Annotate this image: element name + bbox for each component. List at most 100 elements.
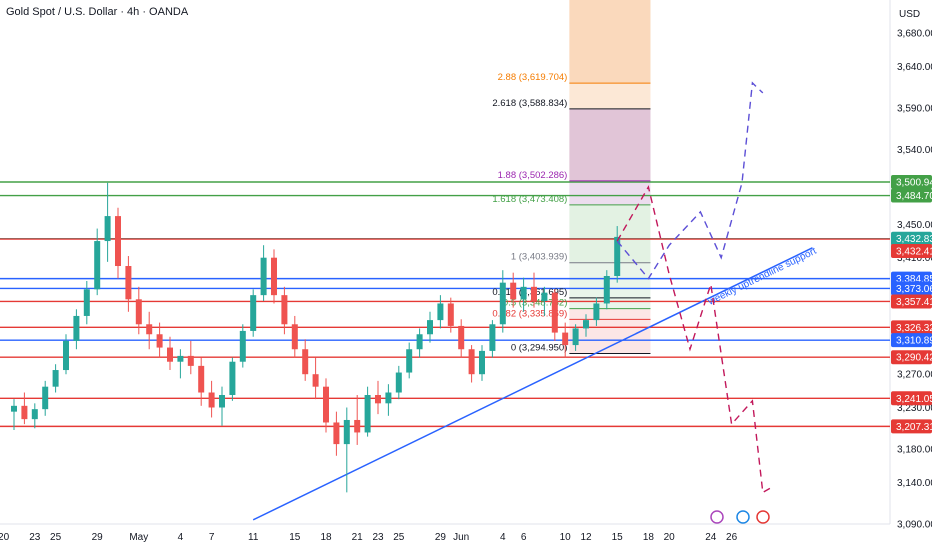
candle [73, 315, 80, 341]
x-tick-label: 29 [92, 532, 104, 543]
fib-label: 1.88 (3,502.286) [498, 170, 568, 181]
candle [167, 347, 173, 362]
candle [520, 286, 527, 300]
x-tick-label: Jun [453, 532, 469, 543]
candle [239, 330, 246, 362]
level-badge [891, 391, 932, 406]
candle [11, 405, 17, 412]
fib-zone-top [569, 0, 651, 84]
level-badge-text: 3,310.890 [896, 336, 932, 347]
y-tick-label: 3,450.000 [897, 220, 932, 231]
chart-title: Gold Spot / U.S. Dollar · 4h · OANDA [6, 6, 189, 18]
candle [489, 324, 496, 351]
y-tick-label: 3,140.000 [897, 478, 932, 489]
candle [510, 282, 517, 300]
candle [302, 349, 309, 375]
candle [375, 395, 381, 404]
candle [115, 216, 121, 267]
event-marker-icon [710, 510, 724, 524]
x-tick-label: 10 [560, 532, 572, 543]
candle [468, 349, 475, 375]
candle [52, 370, 59, 387]
y-tick-label: 3,410.000 [897, 253, 932, 264]
y-tick-label: 3,270.000 [897, 370, 932, 381]
candle [427, 320, 433, 335]
fib-zone-2 [569, 83, 651, 109]
fib-zone-3 [569, 108, 651, 181]
candle [219, 395, 225, 408]
candle [562, 332, 569, 346]
candle [229, 361, 236, 396]
candle [603, 276, 610, 304]
level-badge [891, 175, 932, 190]
fib-label: 1.618 (3,473.408) [492, 194, 567, 205]
level-badge [891, 188, 932, 203]
x-tick-label: 20 [664, 532, 676, 543]
candle [104, 216, 111, 242]
candle [146, 324, 153, 335]
candle [572, 328, 579, 346]
candle [156, 334, 163, 348]
candle [333, 422, 340, 445]
candle [593, 303, 600, 321]
level-badge-text: 3,500.947 [896, 178, 932, 189]
x-tick-label: 12 [580, 532, 592, 543]
fib-label: 1 (3,403.939) [511, 252, 568, 263]
candle [42, 386, 49, 410]
level-badge-text: 3,484.700 [896, 191, 932, 202]
fib-label: 0 (3,294.950) [511, 342, 568, 353]
candle [208, 392, 215, 408]
level-badge-text: 3,432.835 [896, 234, 932, 245]
level-badge [891, 281, 932, 296]
level-badge-text: 3,432.418 [896, 247, 932, 258]
y-tick-label: 3,640.000 [897, 62, 932, 73]
x-tick-label: 23 [372, 532, 384, 543]
candle [531, 286, 537, 301]
x-tick-label: 18 [320, 532, 332, 543]
candle [406, 349, 413, 373]
level-badge [891, 320, 932, 335]
level-badge [891, 244, 932, 259]
candle [343, 419, 350, 445]
level-badge [891, 419, 932, 434]
candle [187, 355, 194, 366]
level-badge-text: 3,373.067 [896, 284, 932, 295]
candle [416, 334, 423, 350]
candle [541, 292, 548, 301]
x-tick-label: 15 [612, 532, 624, 543]
fib-zone-5 [569, 204, 651, 263]
x-tick-label: 4 [500, 532, 506, 543]
candle [499, 282, 506, 325]
candle [614, 236, 621, 277]
candle [250, 295, 257, 331]
candle [583, 320, 589, 329]
x-tick-label: 20 [0, 532, 10, 543]
fib-label: 0.5 (3,348.752) [503, 298, 567, 309]
candle [447, 303, 454, 326]
event-marker-icon [756, 510, 770, 524]
event-marker-icon [736, 510, 750, 524]
fib-label: 0.382 (3,335.859) [492, 308, 567, 319]
candle [458, 325, 465, 350]
x-tick-label: 11 [248, 532, 259, 543]
x-tick-label: 6 [521, 532, 527, 543]
level-badge-text: 3,384.855 [896, 274, 932, 285]
y-tick-label: 3,680.000 [897, 29, 932, 40]
candle [198, 365, 205, 393]
x-tick-label: May [129, 532, 148, 543]
candle [177, 355, 184, 362]
currency-label: USD [899, 9, 921, 20]
level-badge [891, 294, 932, 309]
y-tick-label: 3,180.000 [897, 445, 932, 456]
candle [63, 340, 69, 371]
level-badge-text: 3,357.414 [896, 297, 932, 308]
y-tick-label: 3,540.000 [897, 145, 932, 156]
x-tick-label: 15 [289, 532, 301, 543]
candle [323, 386, 329, 423]
level-badge [891, 350, 932, 365]
candle [354, 419, 361, 433]
level-badge [891, 333, 932, 348]
x-tick-label: 25 [50, 532, 62, 543]
y-tick-label: 3,230.000 [897, 403, 932, 414]
